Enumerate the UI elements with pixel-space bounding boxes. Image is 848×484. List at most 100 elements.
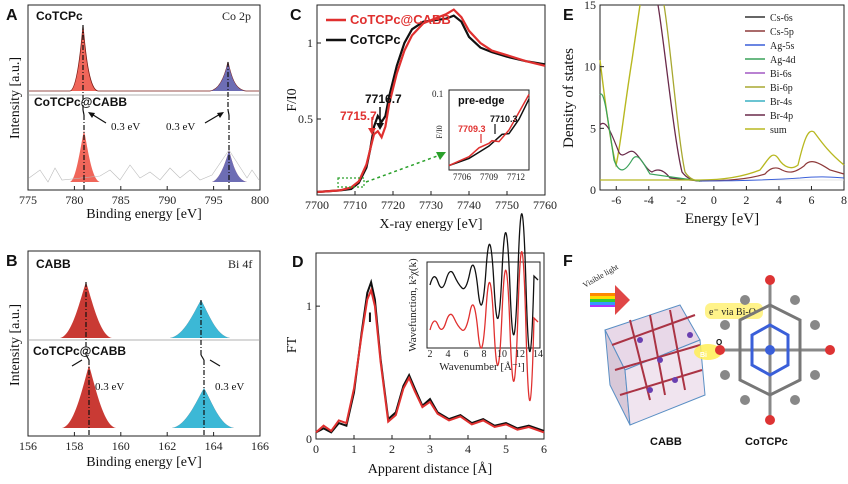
panel-d-inset-ylabel: Wavefunction, k²χ(k) xyxy=(407,258,419,352)
panel-c-xtick-label-0: 7700 xyxy=(305,198,329,212)
panel-a-kink-2 xyxy=(227,109,230,116)
panel-e-ytick-label-1: 5 xyxy=(590,121,596,135)
panel-e-xtick-label-5: 4 xyxy=(776,193,782,207)
panel-letter-c: C xyxy=(290,7,302,24)
panel-e-ytick-label-0: 0 xyxy=(590,183,596,197)
panel-c-lines xyxy=(316,8,546,194)
panel-d-inset-xtick-3: 8 xyxy=(482,349,487,360)
panel-e-frame xyxy=(599,4,845,191)
panel-b-top-peak1 xyxy=(29,282,259,338)
panel-c-xtick-label-6: 7760 xyxy=(533,198,557,212)
panel-a-arrowhead-2 xyxy=(217,112,224,118)
panel-e-curve-cs6s xyxy=(599,122,701,182)
panel-e-xtick-label-1: -4 xyxy=(644,193,654,207)
panel-e-legend-label-4: Bi-6s xyxy=(770,69,792,80)
panel-c-series-cotcpc xyxy=(316,14,546,194)
panel-b-top-peak2 xyxy=(170,300,230,338)
panel-c-xtick-label-5: 7750 xyxy=(495,198,519,212)
panel-letter-a: A xyxy=(6,7,18,24)
panel-f-bi-label: Bi xyxy=(700,352,707,359)
panel-e-curve-sum xyxy=(599,4,641,168)
panel-b-shift-2: 0.3 eV xyxy=(215,381,244,393)
panel-a-xtick-label-5: 800 xyxy=(251,193,269,207)
panel-e-legend-label-2: Ag-5s xyxy=(770,41,795,52)
panel-b-label-top: CABB xyxy=(36,257,71,271)
panel-e-legend-label-8: sum xyxy=(770,125,787,136)
panel-c-series-cotcpc-cabb xyxy=(316,8,546,194)
panel-letter-d: D xyxy=(292,254,304,271)
panel-a-xtick-label-2: 785 xyxy=(112,193,130,207)
panel-c-ticks: 7700 7710 7720 7730 7740 7750 7760 0.5 1 xyxy=(298,36,557,212)
panel-e-legend-label-5: Bi-6p xyxy=(770,83,793,94)
panel-a-label-bottom: CoTCPc@CABB xyxy=(34,95,127,109)
panel-d-ytick-label-1: 1 xyxy=(306,299,312,313)
panel-d-ytick-label-0: 0 xyxy=(306,432,312,446)
panel-e-curve-ag5s xyxy=(699,176,845,182)
panel-e-xtick-label-0: -6 xyxy=(611,193,621,207)
panel-letter-e: E xyxy=(563,7,574,24)
panel-c-zoom-box xyxy=(337,177,365,188)
panel-e-curve-br4p xyxy=(657,4,701,182)
panel-f-o-label: O xyxy=(716,338,722,347)
panel-c-zoom-arrowhead xyxy=(436,152,446,160)
panel-e-ylabel: Density of states xyxy=(561,48,577,148)
panel-e-ytick-label-2: 10 xyxy=(584,60,596,74)
panel-e-legend: Cs-6s Cs-5p Ag-5s Ag-4d Bi-6s Bi-6p Br-4s Br-4p… xyxy=(745,13,796,136)
panel-a-arrowhead-1 xyxy=(88,112,95,118)
panel-c-inset-xtick-3: 7712 xyxy=(507,172,525,182)
cotcpc-molecule xyxy=(715,275,835,425)
panel-c-anno-red: 7715.7 xyxy=(340,109,377,123)
panel-f-transfer-label: e⁻ via Bi-O xyxy=(709,307,756,318)
panel-a-xtick-label-4: 795 xyxy=(205,193,223,207)
panel-b-arrow-1 xyxy=(71,359,83,367)
panel-a-xtick-label-1: 780 xyxy=(65,193,83,207)
panel-b-xlabel: Binding energy [eV] xyxy=(86,455,202,470)
panel-a-label-top: CoTCPc xyxy=(36,9,83,23)
panel-e-legend-label-0: Cs-6s xyxy=(770,13,793,24)
panel-e: E -6 -4 -2 0 2 4 6 8 0 5 10 15 Cs-6s Cs-5p Ag-5s Ag-4d… xyxy=(561,0,847,227)
panel-c-inset-xtick-2: 7709 xyxy=(480,172,499,182)
panel-letter-f: F xyxy=(563,253,573,270)
panel-c-inset-ylabel: F/I0 xyxy=(435,125,444,138)
panel-d: D 0 1 2 3 4 5 601 I 2 4 6 8 10 12 14 Wavenumber [Å⁻¹… xyxy=(285,213,547,477)
panel-a-ylabel: Intensity [a.u.] xyxy=(8,57,23,139)
panel-d-xtick-label-5: 5 xyxy=(503,442,509,456)
panel-d-ticks: 0 1 2 3 4 5 601 xyxy=(306,299,547,456)
panel-c-xlabel: X-ray energy [eV] xyxy=(379,217,482,232)
panel-c-xtick-label-2: 7720 xyxy=(381,198,405,212)
panel-c-inset-series-cotcpc-cabb xyxy=(448,94,530,167)
panel-a-xlabel: Binding energy [eV] xyxy=(86,207,202,222)
panel-c-xtick-label-4: 7740 xyxy=(457,198,481,212)
panel-e-curve-cs5p xyxy=(699,161,845,182)
panel-b-bottom-peak1 xyxy=(29,365,259,428)
panel-b-label-bottom: CoTCPc@CABB xyxy=(33,344,126,358)
visible-light-icon xyxy=(590,285,630,315)
panel-b-xtick-label-3: 162 xyxy=(158,439,176,453)
panel-a-top-trace xyxy=(29,24,259,92)
panel-a-x-ticks: 775 780 785 790 795 800 xyxy=(19,186,269,207)
panel-e-legend-label-6: Br-4s xyxy=(770,97,792,108)
panel-a-frame xyxy=(27,4,261,191)
panel-b-xtick-label-0: 156 xyxy=(19,439,37,453)
panel-c-ytick-label-0: 0.5 xyxy=(298,112,313,126)
panel-c: C 7700 7710 7720 7730 7740 7750 7760 0.5 1 CoTCP… xyxy=(285,4,557,232)
panel-d-inset-xtick-2: 6 xyxy=(464,349,469,360)
panel-a-bottom-peak-fill xyxy=(29,130,259,182)
panel-d-inset-xlabel: Wavenumber [Å⁻¹] xyxy=(439,361,525,373)
panel-b: B CABB CoTCPc@CABB Bi 4f 0.3 eV 0.3 eV 1… xyxy=(6,250,269,470)
panel-a-shift-2: 0.3 eV xyxy=(166,121,195,133)
panel-d-xtick-label-0: 0 xyxy=(313,442,319,456)
panel-c-inset-lines xyxy=(448,94,530,167)
panel-d-inset-xtick-0: 2 xyxy=(428,349,433,360)
panel-a-top-peak-fill xyxy=(29,25,259,91)
panel-b-kink-2 xyxy=(200,354,205,361)
panel-e-xtick-label-3: 0 xyxy=(711,193,717,207)
panel-d-inset-xtick-5: 12 xyxy=(515,349,525,360)
panel-c-ylabel: F/I0 xyxy=(285,88,300,111)
panel-d-xtick-label-3: 3 xyxy=(427,442,433,456)
panel-e-xlabel: Energy [eV] xyxy=(685,211,759,227)
panel-c-inset-title: pre-edge xyxy=(458,95,504,107)
panel-e-xtick-label-6: 6 xyxy=(808,193,814,207)
panel-e-xtick-label-2: -2 xyxy=(676,193,686,207)
panel-d-xtick-label-2: 2 xyxy=(389,442,395,456)
